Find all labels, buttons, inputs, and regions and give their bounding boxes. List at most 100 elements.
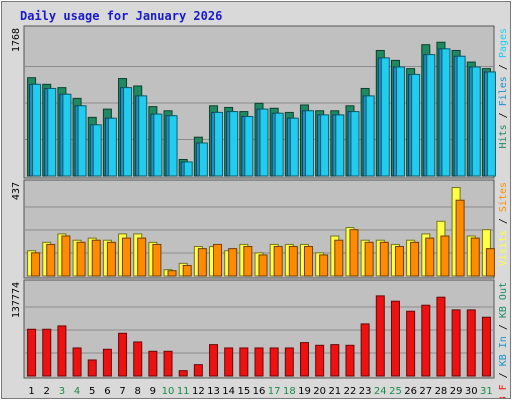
bar-pages-27 xyxy=(426,54,436,177)
bar-pages-16 xyxy=(259,108,269,177)
legend-kb-out: KB Out xyxy=(498,282,509,318)
bar-kb-f-23 xyxy=(360,323,370,377)
bar-kb-f-26 xyxy=(406,310,416,377)
bar-sites-6 xyxy=(106,241,116,277)
bar-kb-f-30 xyxy=(466,309,476,377)
day-label-29: 29 xyxy=(450,386,463,397)
bar-sites-12 xyxy=(197,248,207,277)
bar-pages-21 xyxy=(335,114,345,177)
bar-sites-11 xyxy=(182,264,192,277)
day-label-28: 28 xyxy=(435,386,448,397)
bar-sites-13 xyxy=(213,243,223,277)
bar-kb-f-18 xyxy=(284,347,294,377)
bar-sites-10 xyxy=(167,270,177,277)
bar-kb-f-2 xyxy=(42,328,52,377)
bar-pages-1 xyxy=(32,83,42,177)
legend-visits: Visits xyxy=(498,230,509,266)
day-label-13: 13 xyxy=(207,386,220,397)
legend-hits: Hits xyxy=(498,124,509,148)
bar-sites-1 xyxy=(31,252,41,277)
panel-1: 1768 Hits / Files / Pages xyxy=(11,25,509,179)
day-label-21: 21 xyxy=(328,386,341,397)
bar-pages-22 xyxy=(350,111,360,177)
bar-pages-28 xyxy=(441,48,451,177)
bar-pages-29 xyxy=(456,55,466,177)
day-label-6: 6 xyxy=(104,386,110,397)
day-label-17: 17 xyxy=(268,386,281,397)
day-label-7: 7 xyxy=(119,386,125,397)
day-label-5: 5 xyxy=(89,386,95,397)
scale-label: 437 xyxy=(11,182,22,200)
bar-pages-3 xyxy=(62,93,72,177)
scale-label: 137774 xyxy=(11,282,22,318)
bar-kb-f-5 xyxy=(87,359,97,377)
bar-pages-30 xyxy=(471,66,481,177)
bar-pages-15 xyxy=(244,116,254,177)
bar-sites-23 xyxy=(364,241,374,277)
day-label-26: 26 xyxy=(404,386,417,397)
bar-pages-8 xyxy=(138,95,148,177)
bar-pages-25 xyxy=(395,66,405,177)
bar-pages-14 xyxy=(229,111,239,177)
day-label-18: 18 xyxy=(283,386,296,397)
panel-legend: KB F / KB In / KB Out xyxy=(498,282,509,398)
bar-sites-28 xyxy=(440,235,450,277)
day-label-19: 19 xyxy=(298,386,311,397)
bar-kb-f-25 xyxy=(390,300,400,377)
bar-pages-2 xyxy=(47,87,57,177)
bar-pages-13 xyxy=(214,111,224,177)
bar-sites-7 xyxy=(122,237,132,277)
bar-kb-f-7 xyxy=(118,332,128,377)
bar-sites-5 xyxy=(91,239,101,277)
bar-pages-23 xyxy=(365,95,375,177)
day-label-25: 25 xyxy=(389,386,402,397)
bar-sites-3 xyxy=(61,235,71,277)
bar-kb-f-9 xyxy=(148,350,158,377)
day-label-31: 31 xyxy=(480,386,493,397)
day-label-15: 15 xyxy=(237,386,250,397)
bar-sites-2 xyxy=(46,243,56,277)
legend-kb-in: KB In xyxy=(498,336,509,366)
bar-sites-18 xyxy=(288,246,298,277)
legend-pages: Pages xyxy=(498,28,509,58)
bar-kb-f-12 xyxy=(193,364,203,377)
bar-pages-9 xyxy=(153,113,163,177)
day-label-9: 9 xyxy=(150,386,156,397)
bar-pages-12 xyxy=(198,142,208,177)
bar-kb-f-8 xyxy=(133,341,143,377)
bar-sites-4 xyxy=(76,241,86,277)
day-label-30: 30 xyxy=(465,386,478,397)
day-label-12: 12 xyxy=(192,386,205,397)
bar-sites-8 xyxy=(137,237,147,277)
bar-pages-19 xyxy=(304,110,314,177)
bar-sites-24 xyxy=(379,241,389,277)
bar-pages-20 xyxy=(320,114,330,177)
bar-kb-f-22 xyxy=(345,344,355,377)
day-label-22: 22 xyxy=(344,386,357,397)
day-label-2: 2 xyxy=(44,386,50,397)
day-label-8: 8 xyxy=(135,386,141,397)
bar-sites-19 xyxy=(303,246,313,277)
bar-pages-5 xyxy=(92,124,102,177)
panel-legend: Visits / Sites xyxy=(498,182,509,266)
day-label-3: 3 xyxy=(59,386,65,397)
bar-pages-10 xyxy=(168,115,178,177)
bar-pages-24 xyxy=(380,57,390,177)
bar-pages-26 xyxy=(411,73,421,177)
bar-kb-f-21 xyxy=(330,344,340,377)
bar-pages-4 xyxy=(77,105,87,177)
bar-kb-f-16 xyxy=(254,347,264,377)
day-label-27: 27 xyxy=(419,386,432,397)
panel-2: 437 Visits / Sites xyxy=(11,179,509,279)
bar-kb-f-20 xyxy=(315,344,325,377)
scale-label: 1768 xyxy=(11,28,22,52)
bar-kb-f-28 xyxy=(436,296,446,377)
bar-sites-31 xyxy=(485,248,495,277)
bar-sites-27 xyxy=(425,237,435,277)
day-labels: 1 2 3 4 5 6 7 8 9 10 11 12 13 14 15 16 17 18 19 20 21 22 23 24 2… xyxy=(28,386,492,397)
bar-pages-11 xyxy=(183,161,193,177)
bar-kb-f-1 xyxy=(27,328,37,377)
legend-files: Files xyxy=(498,76,509,106)
bar-kb-f-17 xyxy=(269,347,279,377)
